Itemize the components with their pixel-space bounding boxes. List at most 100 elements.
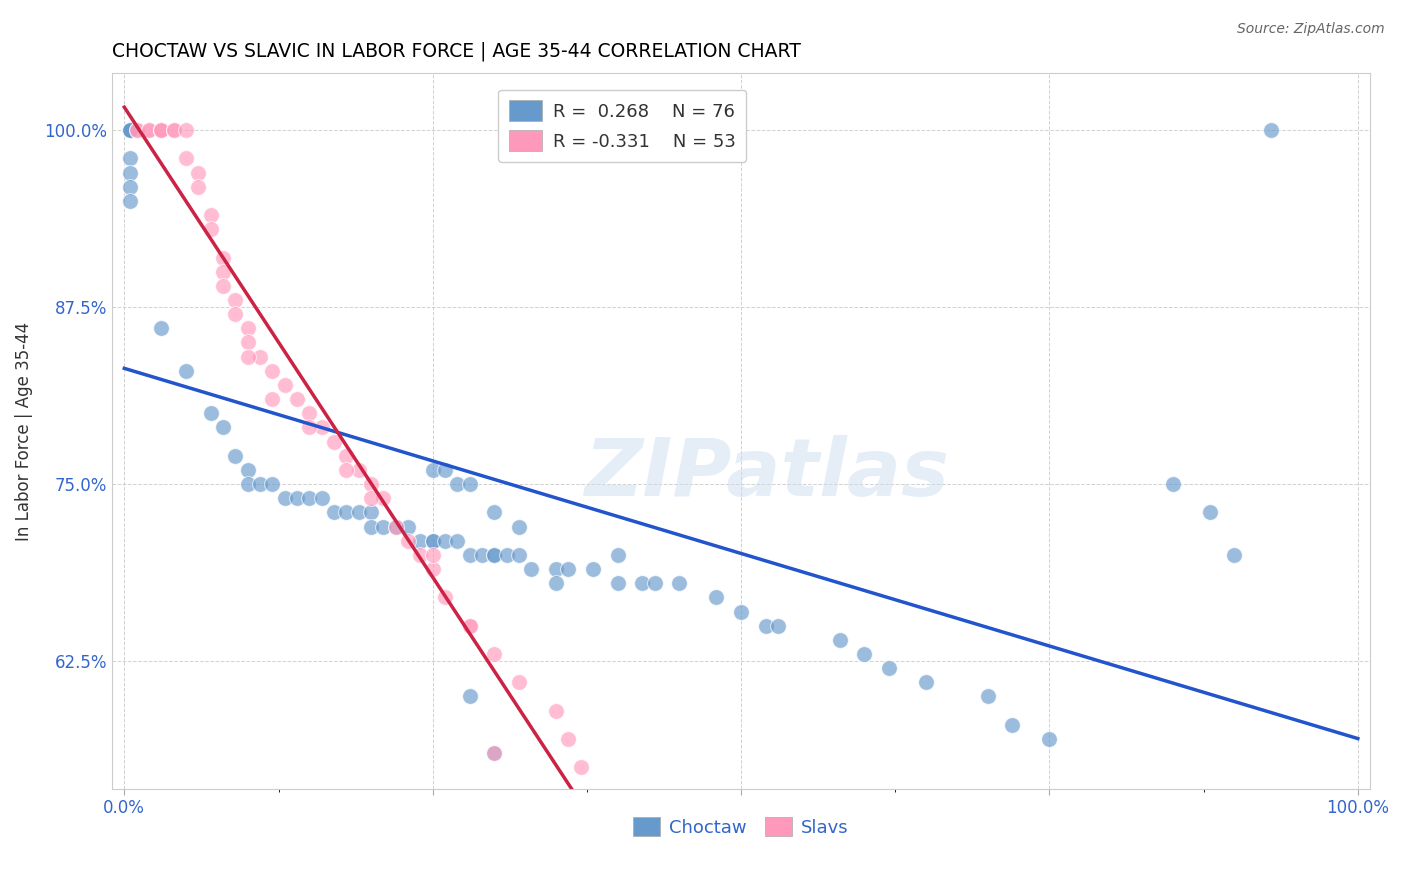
Point [347, 463, 370, 477]
Point [434, 591, 457, 605]
Point [484, 505, 506, 519]
Point [236, 321, 259, 335]
Point [174, 123, 197, 137]
Point [120, 165, 142, 179]
Point [236, 477, 259, 491]
Point [484, 647, 506, 661]
Point [120, 152, 142, 166]
Point [212, 420, 235, 434]
Point [323, 505, 346, 519]
Point [360, 505, 382, 519]
Point [200, 208, 222, 222]
Point [120, 179, 142, 194]
Point [236, 335, 259, 350]
Point [508, 675, 530, 690]
Point [224, 293, 246, 307]
Point [150, 123, 173, 137]
Point [120, 123, 142, 137]
Point [422, 562, 444, 576]
Point [262, 477, 284, 491]
Point [755, 618, 778, 632]
Point [730, 605, 752, 619]
Point [706, 591, 728, 605]
Point [877, 661, 900, 675]
Point [335, 449, 357, 463]
Point [544, 576, 567, 591]
Point [249, 477, 271, 491]
Point [285, 491, 308, 506]
Point [582, 123, 605, 137]
Point [434, 463, 457, 477]
Point [409, 548, 432, 562]
Point [544, 704, 567, 718]
Point [120, 123, 142, 137]
Point [335, 463, 357, 477]
Point [434, 533, 457, 548]
Point [458, 548, 481, 562]
Point [212, 251, 235, 265]
Point [187, 165, 209, 179]
Point [828, 632, 851, 647]
Point [285, 392, 308, 406]
Point [120, 123, 142, 137]
Point [409, 533, 432, 548]
Point [631, 123, 654, 137]
Point [273, 378, 295, 392]
Point [446, 477, 468, 491]
Point [150, 321, 173, 335]
Y-axis label: In Labor Force | Age 35-44: In Labor Force | Age 35-44 [15, 321, 32, 541]
Point [422, 548, 444, 562]
Point [977, 690, 1000, 704]
Point [495, 548, 517, 562]
Point [360, 491, 382, 506]
Point [458, 618, 481, 632]
Point [458, 477, 481, 491]
Point [1260, 123, 1282, 137]
Point [373, 491, 395, 506]
Point [200, 406, 222, 420]
Point [1038, 731, 1060, 746]
Point [396, 533, 419, 548]
Point [200, 222, 222, 236]
Point [520, 562, 543, 576]
Point [569, 760, 592, 774]
Point [236, 463, 259, 477]
Text: Source: ZipAtlas.com: Source: ZipAtlas.com [1237, 22, 1385, 37]
Point [335, 505, 357, 519]
Point [1001, 718, 1024, 732]
Point [484, 746, 506, 760]
Point [311, 491, 333, 506]
Point [853, 647, 876, 661]
Point [458, 690, 481, 704]
Point [373, 519, 395, 533]
Point [766, 618, 789, 632]
Point [606, 548, 628, 562]
Point [138, 123, 160, 137]
Point [163, 123, 186, 137]
Point [582, 562, 605, 576]
Point [262, 364, 284, 378]
Point [471, 548, 494, 562]
Text: CHOCTAW VS SLAVIC IN LABOR FORCE | AGE 35-44 CORRELATION CHART: CHOCTAW VS SLAVIC IN LABOR FORCE | AGE 3… [112, 42, 801, 62]
Point [557, 731, 579, 746]
Point [360, 477, 382, 491]
Point [120, 123, 142, 137]
Point [150, 123, 173, 137]
Point [323, 434, 346, 449]
Point [360, 519, 382, 533]
Point [631, 576, 654, 591]
Point [120, 194, 142, 208]
Point [508, 519, 530, 533]
Point [422, 533, 444, 548]
Point [262, 392, 284, 406]
Point [582, 803, 605, 817]
Point [1223, 548, 1246, 562]
Point [668, 576, 690, 591]
Point [347, 505, 370, 519]
Point [224, 449, 246, 463]
Point [174, 152, 197, 166]
Point [606, 576, 628, 591]
Point [236, 350, 259, 364]
Point [298, 491, 321, 506]
Point [446, 533, 468, 548]
